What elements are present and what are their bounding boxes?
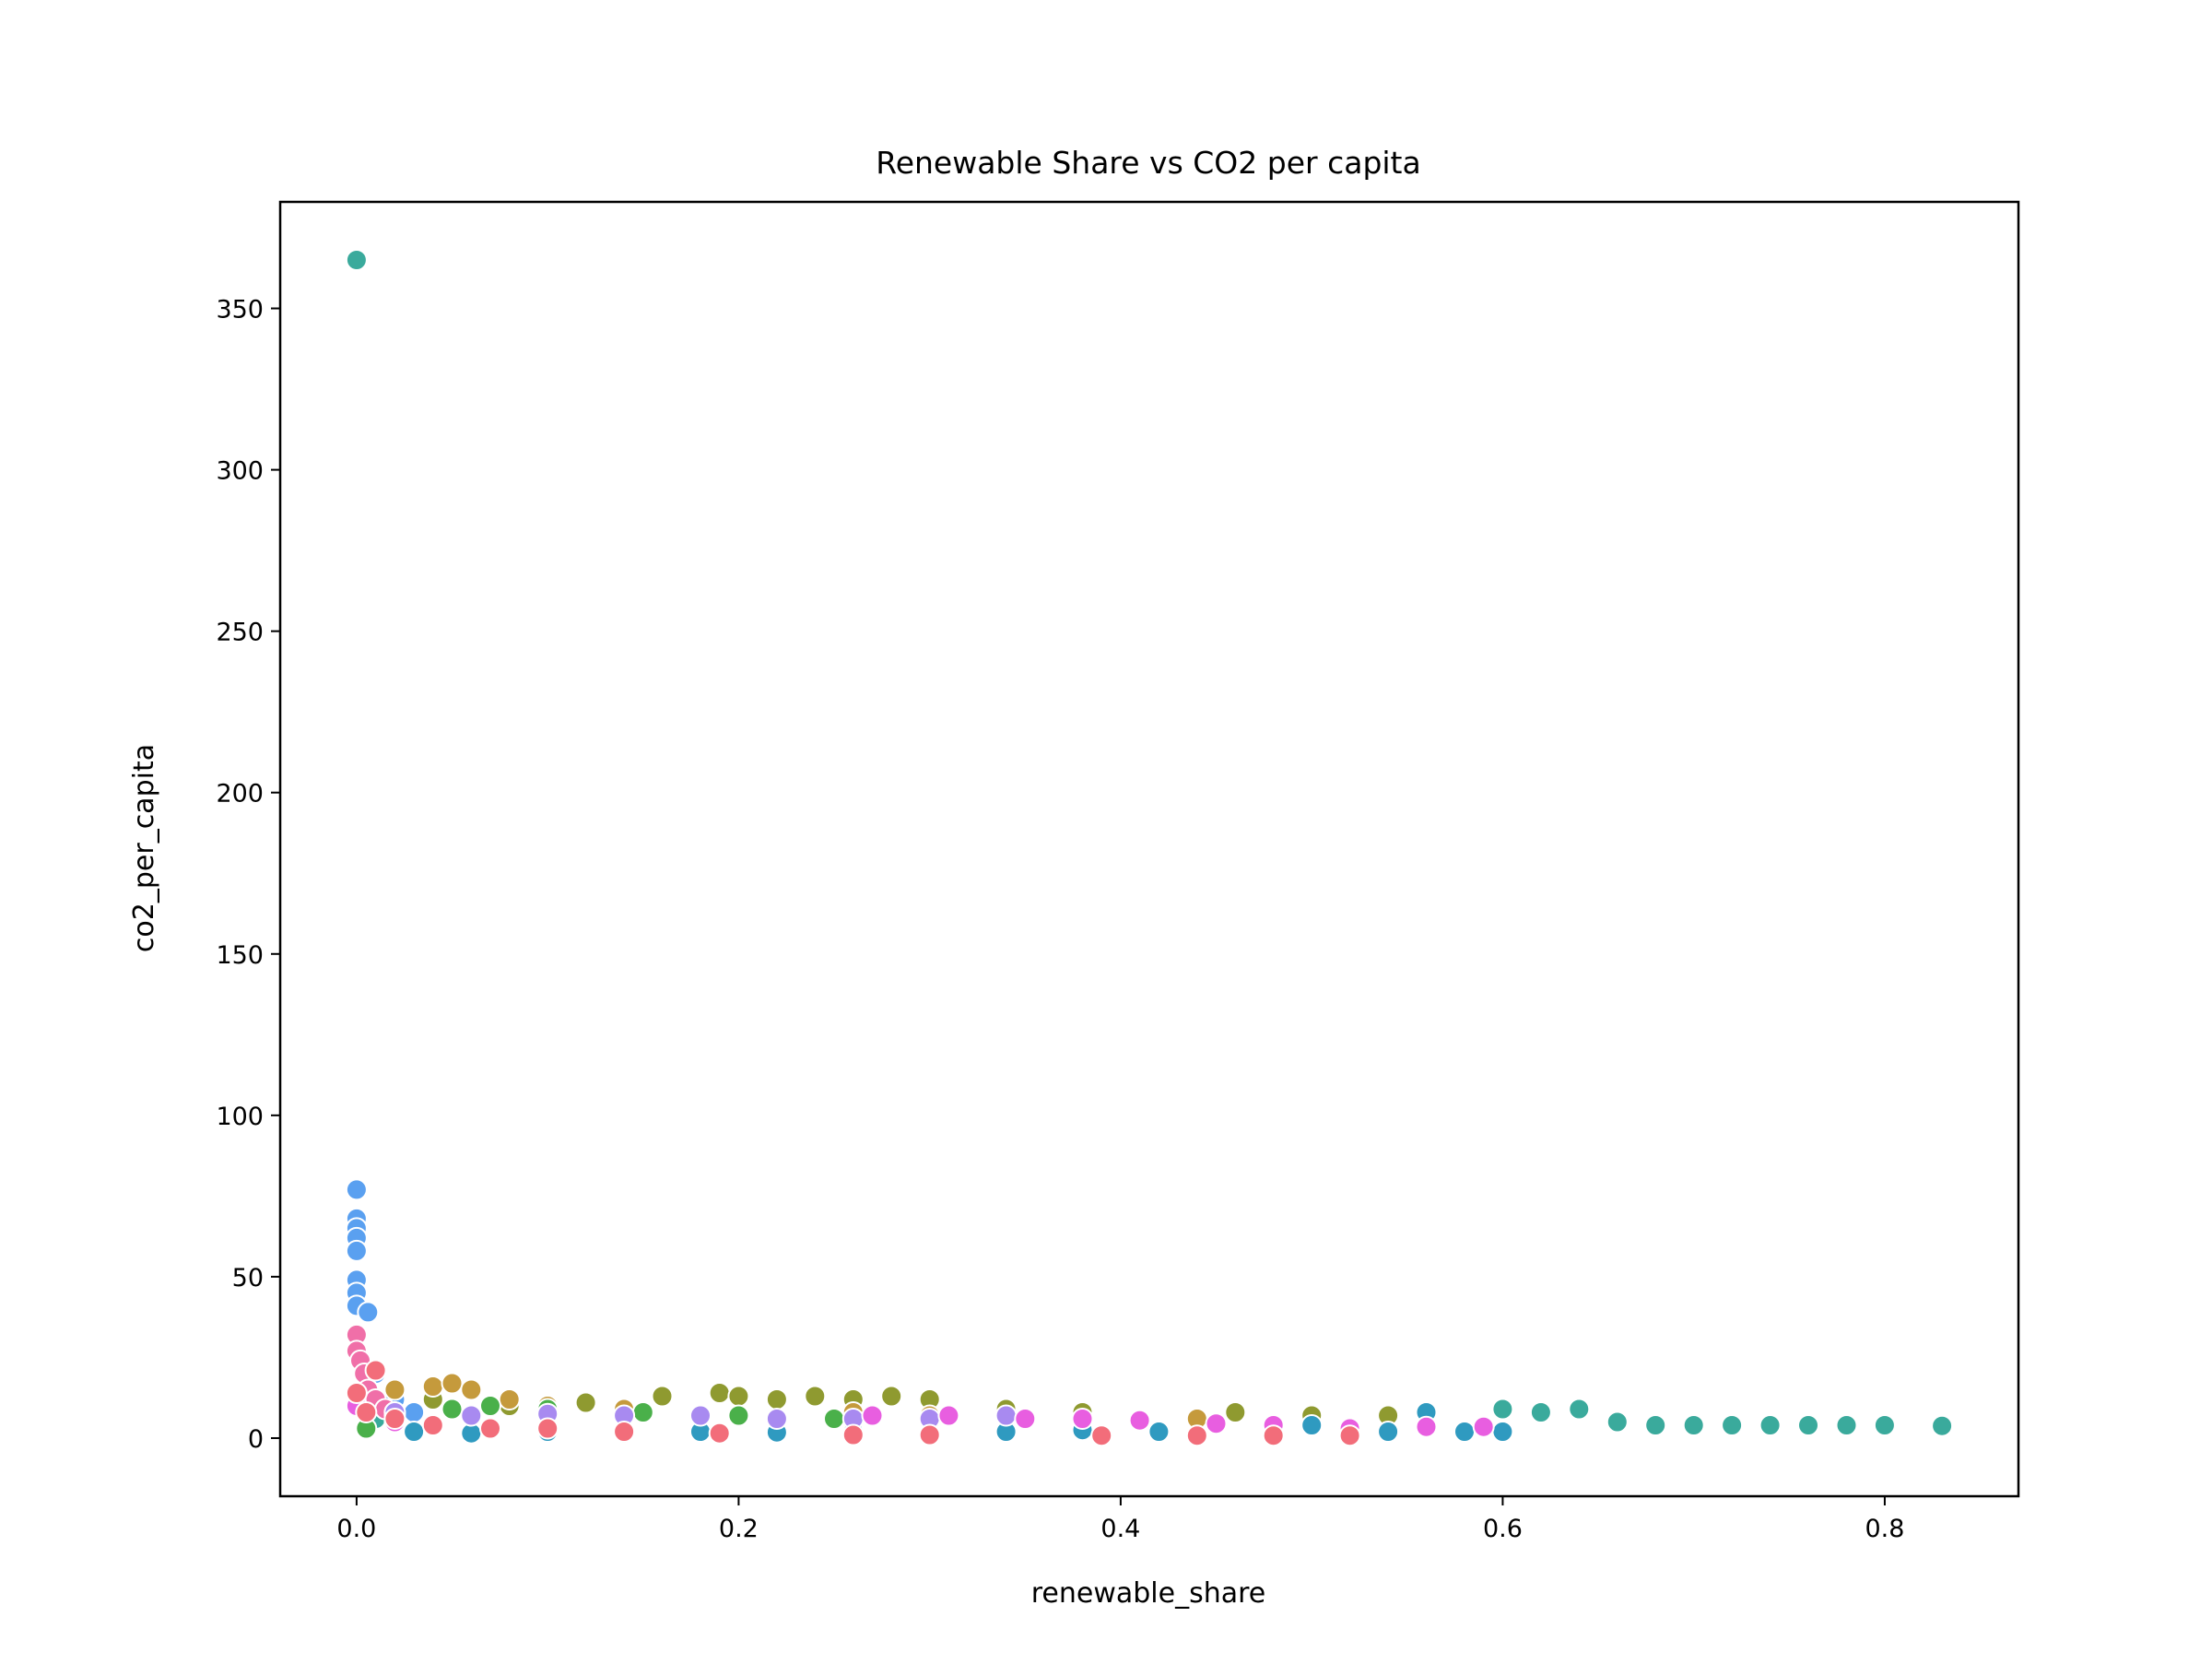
data-point (1300, 1414, 1324, 1436)
data-point (1606, 1410, 1629, 1434)
data-point (1453, 1421, 1476, 1443)
data-point (708, 1422, 731, 1445)
y-tick-label: 300 (216, 457, 264, 486)
data-point (1128, 1409, 1151, 1432)
data-point (1205, 1412, 1228, 1435)
data-point (383, 1378, 406, 1401)
x-axis-label: renewable_share (1031, 1577, 1266, 1610)
data-point (460, 1378, 483, 1401)
data-point (345, 1239, 368, 1262)
data-point (1071, 1408, 1094, 1430)
data-point (1491, 1398, 1514, 1421)
data-point (479, 1395, 501, 1417)
data-point (823, 1408, 845, 1430)
data-point (1491, 1421, 1514, 1443)
y-tick-label: 250 (216, 619, 264, 647)
y-tick-label: 150 (216, 941, 264, 970)
data-point (357, 1301, 380, 1324)
data-point (765, 1388, 788, 1410)
data-point (441, 1372, 464, 1395)
data-point (1377, 1421, 1400, 1443)
data-point (841, 1423, 865, 1446)
data-point (403, 1401, 426, 1423)
data-point (1721, 1414, 1744, 1436)
data-point (613, 1421, 636, 1443)
data-point (1682, 1414, 1705, 1436)
data-point (345, 1382, 368, 1404)
y-tick-label: 100 (216, 1103, 264, 1131)
data-point (403, 1421, 426, 1443)
data-point (1090, 1424, 1113, 1447)
data-point (1529, 1401, 1552, 1423)
data-point (631, 1401, 654, 1423)
data-point (727, 1385, 750, 1408)
x-axis: 0.0 0.2 0.4 0.6 0.8 (336, 1496, 1904, 1543)
data-point (536, 1417, 559, 1440)
data-point (355, 1401, 378, 1423)
data-point (383, 1408, 406, 1430)
y-axis-label: co2_per_capita (128, 744, 160, 952)
data-point (880, 1385, 903, 1408)
data-point (1472, 1415, 1495, 1438)
data-point (1262, 1424, 1285, 1447)
y-tick-label: 50 (232, 1264, 264, 1292)
data-point (1797, 1414, 1819, 1436)
data-point (765, 1408, 788, 1430)
data-point (937, 1404, 960, 1427)
scatter-points (345, 249, 1954, 1447)
data-point (918, 1423, 941, 1446)
x-tick-label: 0.6 (1483, 1515, 1523, 1543)
data-point (1835, 1414, 1858, 1436)
y-axis: 0 50 100 150 200 250 300 350 (216, 296, 280, 1454)
data-point (479, 1417, 501, 1440)
y-tick-label: 0 (248, 1425, 264, 1454)
data-point (421, 1375, 444, 1398)
y-tick-label: 350 (216, 296, 264, 325)
chart-title: Renewable Share vs CO2 per capita (876, 145, 1420, 181)
data-point (460, 1404, 483, 1427)
x-tick-label: 0.8 (1865, 1515, 1904, 1543)
data-point (1873, 1414, 1896, 1436)
data-point (364, 1359, 387, 1382)
data-point (994, 1404, 1018, 1427)
data-point (421, 1414, 444, 1436)
plot-frame (278, 200, 2020, 1498)
data-point (861, 1404, 884, 1427)
data-point (1644, 1414, 1667, 1436)
data-point (345, 1178, 368, 1201)
data-point (574, 1391, 597, 1414)
y-tick-label: 200 (216, 780, 264, 808)
data-point (1931, 1414, 1954, 1437)
data-point (689, 1404, 712, 1427)
data-point (804, 1385, 827, 1408)
x-tick-label: 0.2 (719, 1515, 759, 1543)
data-point (1014, 1408, 1037, 1430)
data-point (727, 1404, 750, 1427)
x-tick-label: 0.0 (336, 1515, 376, 1543)
data-point (345, 249, 368, 271)
data-point (651, 1385, 674, 1408)
data-point (1338, 1424, 1361, 1447)
data-point (1147, 1421, 1171, 1443)
data-point (1568, 1398, 1591, 1421)
data-point (1185, 1424, 1208, 1447)
data-point (1415, 1415, 1438, 1438)
data-point (1759, 1414, 1782, 1436)
data-point (498, 1388, 521, 1410)
data-point (708, 1382, 731, 1404)
x-tick-label: 0.4 (1100, 1515, 1140, 1543)
data-point (1224, 1401, 1247, 1423)
data-point (441, 1398, 464, 1421)
